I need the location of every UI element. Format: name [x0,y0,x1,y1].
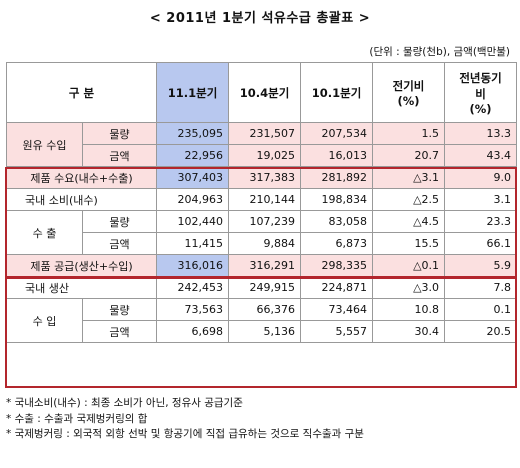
cell: 204,963 [156,188,230,211]
cell: 43.4 [444,144,518,167]
cell: 307,403 [156,166,230,189]
export-label: 수 출 [6,210,83,255]
cell: 224,871 [300,276,374,299]
table-row-crude-volume: 원유 수입 물량 235,095 231,507 207,534 1.5 13.… [6,122,518,167]
cell: 73,563 [156,298,230,321]
footnotes: * 국내소비(내수) : 최종 소비가 아닌, 정유사 공급기준 * 수출 : … [6,396,516,443]
cell: 7.8 [444,276,518,299]
cell: △3.1 [372,166,446,189]
cell: 22,956 [156,144,230,167]
cell: 198,834 [300,188,374,211]
cell: 1.5 [372,122,446,145]
cell: 231,507 [228,122,302,145]
cell: 242,453 [156,276,230,299]
table-row-export-amount: 금액 11,415 9,884 6,873 15.5 66.1 [7,232,518,255]
cell: △2.5 [372,188,446,211]
cell: 317,383 [228,166,302,189]
demand-label: 제품 수요(내수+수출) [5,166,158,189]
header-col-10q4: 10.4분기 [228,62,302,123]
supply-demand-table: 구 분 11.1분기 10.4분기 10.1분기 전기비 (%) 전년동기 비 … [5,62,518,343]
cell: 10.8 [372,298,446,321]
unit-note: (단위 : 물량(천b), 금액(백만불) [369,46,510,58]
cell: 5,557 [300,320,374,343]
table-row-domestic: 국내 소비(내수) 204,963 210,144 198,834 △2.5 3… [5,188,518,211]
table-row-import-amount: 금액 6,698 5,136 5,557 30.4 20.5 [7,320,518,343]
cell: 316,291 [228,254,302,277]
export-volume-label: 물량 [81,210,158,233]
table-row-export-volume: 수 출 물량 102,440 107,239 83,058 △4.5 23.3 [6,210,518,255]
cell: 66.1 [444,232,518,255]
header-col-11q1: 11.1분기 [156,62,230,123]
import-amount-label: 금액 [81,320,158,343]
cell: 249,915 [228,276,302,299]
header-row: 구 분 11.1분기 10.4분기 10.1분기 전기비 (%) 전년동기 비 … [5,62,518,123]
cell: 16,013 [300,144,374,167]
cell: 73,464 [300,298,374,321]
crude-volume-label: 물량 [81,122,158,145]
cell: 23.3 [444,210,518,233]
import-label: 수 입 [6,298,83,343]
cell: △0.1 [372,254,446,277]
footnote: * 국제벙커링 : 외국적 외항 선박 및 항공기에 직접 급유하는 것으로 직… [6,428,364,440]
cell: 5,136 [228,320,302,343]
cell: 6,698 [156,320,230,343]
cell: 9,884 [228,232,302,255]
header-col-yoy: 전년동기 비 (%) [444,62,518,123]
table-row-supply-total: 제품 공급(생산+수입) 316,016 316,291 298,335 △0.… [5,254,518,277]
table-row-crude-amount: 금액 22,956 19,025 16,013 20.7 43.4 [7,144,518,167]
footnote: * 수출 : 수출과 국제벙커링의 합 [6,412,148,425]
table-row-production: 국내 생산 242,453 249,915 224,871 △3.0 7.8 [5,276,518,299]
production-label: 국내 생산 [5,276,158,299]
footnote: * 국내소비(내수) : 최종 소비가 아닌, 정유사 공급기준 [6,397,243,409]
cell: 0.1 [444,298,518,321]
domestic-label: 국내 소비(내수) [5,188,158,211]
cell: △3.0 [372,276,446,299]
cell: 9.0 [444,166,518,189]
cell: 298,335 [300,254,374,277]
cell: 107,239 [228,210,302,233]
cell: 20.5 [444,320,518,343]
cell: 207,534 [300,122,374,145]
supply-label: 제품 공급(생산+수입) [5,254,158,277]
cell: 19,025 [228,144,302,167]
cell: 210,144 [228,188,302,211]
cell: 316,016 [156,254,230,277]
page-title: < 2011년 1분기 석유수급 총괄표 > [149,11,371,26]
cell: 281,892 [300,166,374,189]
cell: 30.4 [372,320,446,343]
export-amount-label: 금액 [81,232,158,255]
cell: 11,415 [156,232,230,255]
cell: 83,058 [300,210,374,233]
cell: 15.5 [372,232,446,255]
cell: 20.7 [372,144,446,167]
cell: 235,095 [156,122,230,145]
crude-amount-label: 금액 [81,144,158,167]
crude-import-label: 원유 수입 [6,122,83,167]
cell: 3.1 [444,188,518,211]
cell: △4.5 [372,210,446,233]
cell: 13.3 [444,122,518,145]
cell: 6,873 [300,232,374,255]
header-col-qoq: 전기비 (%) [372,62,446,123]
cell: 5.9 [444,254,518,277]
cell: 66,376 [228,298,302,321]
header-category: 구 분 [5,62,158,123]
cell: 102,440 [156,210,230,233]
header-col-10q1: 10.1분기 [300,62,374,123]
table-row-import-volume: 수 입 물량 73,563 66,376 73,464 10.8 0.1 [6,298,518,343]
table-row-demand-total: 제품 수요(내수+수출) 307,403 317,383 281,892 △3.… [5,166,518,189]
import-volume-label: 물량 [81,298,158,321]
